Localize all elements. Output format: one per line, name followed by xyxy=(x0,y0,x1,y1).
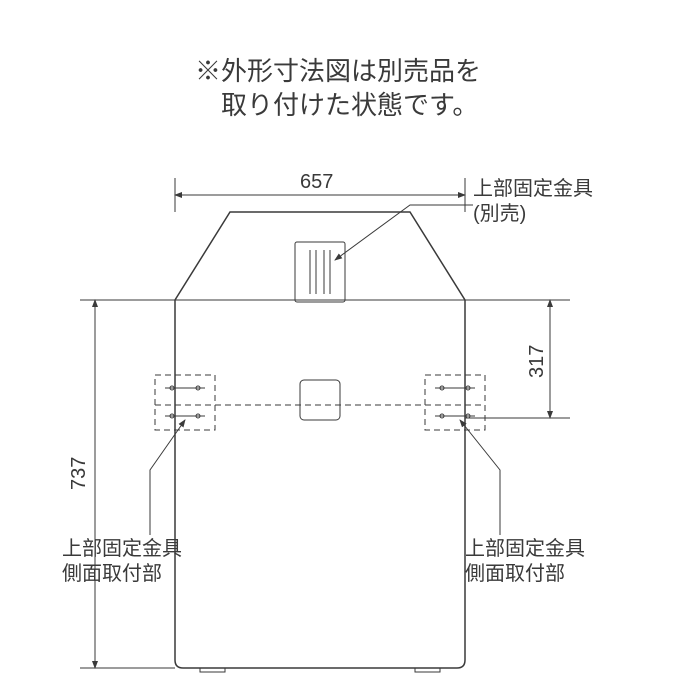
appliance-outline xyxy=(175,212,465,668)
dim-height-left: 737 xyxy=(68,300,175,668)
diagram-stage: ※外形寸法図は別売品を 取り付けた状態です。 xyxy=(0,0,700,700)
label-top-bracket-l1: 上部固定金具 xyxy=(473,177,593,200)
label-top-bracket: 上部固定金具 (別売) xyxy=(335,177,593,260)
dim-height-left-value: 737 xyxy=(68,457,90,490)
dim-width-top: 657 xyxy=(175,171,465,212)
label-side-left-l1: 上部固定金具 xyxy=(62,537,182,560)
note-line-2: 取り付けた状態です。 xyxy=(195,90,478,120)
note-line-1: ※外形寸法図は別売品を xyxy=(195,56,481,86)
side-bracket-left xyxy=(155,375,215,430)
label-side-right-l2: 側面取付部 xyxy=(465,562,565,585)
label-side-left: 上部固定金具 側面取付部 xyxy=(62,420,185,585)
dimension-drawing: ※外形寸法図は別売品を 取り付けた状態です。 xyxy=(0,0,700,700)
side-bracket-right xyxy=(425,375,485,430)
label-side-left-l2: 側面取付部 xyxy=(62,562,162,585)
dim-height-right-value: 317 xyxy=(526,345,548,378)
label-top-bracket-l2: (別売) xyxy=(473,202,526,225)
label-side-right-l1: 上部固定金具 xyxy=(465,537,585,560)
dim-width-value: 657 xyxy=(300,171,333,193)
label-side-right: 上部固定金具 側面取付部 xyxy=(460,420,585,585)
dim-height-right: 317 xyxy=(465,300,570,418)
top-bracket xyxy=(295,242,345,302)
center-plate xyxy=(300,380,340,420)
